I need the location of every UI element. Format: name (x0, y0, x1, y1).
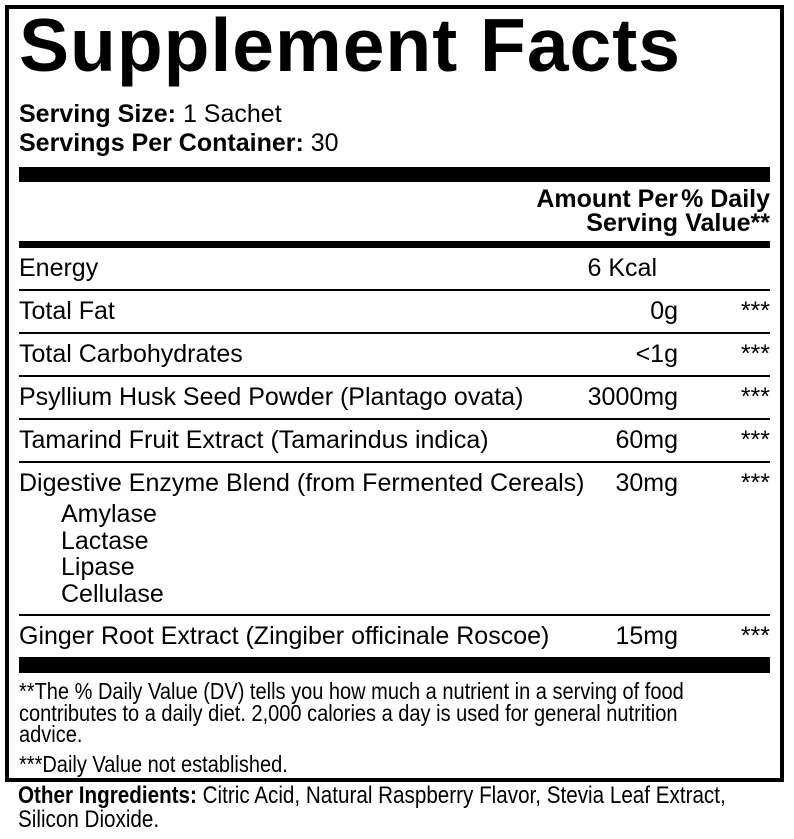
nutrient-name: Total Fat (19, 297, 115, 325)
separator-thick-bottom (19, 657, 770, 673)
other-ingredients-list: Citric Acid, Natural Raspberry Flavor, S… (202, 782, 726, 809)
nutrient-daily-value: *** (740, 622, 770, 650)
daily-value-note-line: advice. (19, 721, 83, 747)
servings-per-container-label: Servings Per Container: (19, 129, 304, 157)
nutrient-daily-value: *** (740, 340, 770, 368)
other-ingredients-label: Other Ingredients: (18, 782, 197, 809)
nutrient-daily-value: *** (740, 383, 770, 411)
separator-medium (19, 241, 770, 248)
nutrient-name: Psyllium Husk Seed Powder (Plantago ovat… (19, 383, 524, 411)
nutrient-row: Psyllium Husk Seed Powder (Plantago ovat… (19, 375, 770, 418)
nutrient-amount: 30mg (615, 469, 678, 497)
column-header-daily-value: % Daily Value** (681, 185, 770, 237)
nutrient-row: Tamarind Fruit Extract (Tamarindus indic… (19, 418, 770, 461)
nutrient-row: Digestive Enzyme Blend (from Fermented C… (19, 461, 770, 614)
nutrient-daily-value: *** (740, 469, 770, 497)
nutrient-name: Total Carbohydrates (19, 340, 243, 368)
other-ingredients: Other Ingredients: Citric Acid, Natural … (18, 784, 794, 832)
sub-ingredient: Lipase (61, 553, 135, 581)
daily-value-note-line: **The % Daily Value (DV) tells you how m… (19, 678, 684, 704)
panel-title: Supplement Facts (19, 5, 681, 87)
serving-info: Serving Size: 1 Sachet Servings Per Cont… (19, 100, 770, 158)
nutrient-table: Energy 6 Kcal Total Fat 0g *** Total Car… (19, 248, 770, 657)
nutrient-row: Total Carbohydrates <1g *** (19, 332, 770, 375)
nutrient-name: Energy (19, 254, 99, 282)
other-ingredients-line: Silicon Dioxide. (18, 806, 160, 833)
serving-size-line: Serving Size: 1 Sachet (19, 100, 770, 129)
nutrient-name: Ginger Root Extract (Zingiber officinale… (19, 622, 550, 650)
sub-ingredient-list: Amylase Lactase Lipase Cellulase (19, 497, 770, 607)
nutrient-amount: <1g (635, 340, 678, 368)
separator-thick-top (19, 167, 770, 182)
nutrient-amount: 0g (650, 297, 678, 325)
supplement-facts-panel: Supplement Facts Serving Size: 1 Sachet … (5, 5, 784, 782)
not-established-note: ***Daily Value not established. (19, 750, 288, 777)
nutrient-amount: 60mg (615, 426, 678, 454)
daily-value-note-line: contributes to a daily diet. 2,000 calor… (19, 699, 678, 726)
nutrient-daily-value: *** (740, 297, 770, 325)
nutrient-name: Tamarind Fruit Extract (Tamarindus indic… (19, 426, 489, 454)
serving-size-value: 1 Sachet (182, 100, 282, 128)
nutrient-name: Digestive Enzyme Blend (from Fermented C… (19, 469, 585, 497)
servings-per-container-value: 30 (310, 129, 339, 157)
nutrient-row: Ginger Root Extract (Zingiber officinale… (19, 614, 770, 657)
nutrient-daily-value: *** (740, 426, 770, 454)
nutrient-row: Energy 6 Kcal (19, 248, 770, 289)
column-header-amount-per-serving: Amount Per Serving (536, 185, 678, 237)
daily-value-note: **The % Daily Value (DV) tells you how m… (19, 678, 770, 747)
nutrient-amount: 3000mg (587, 383, 678, 411)
sub-ingredient: Amylase (61, 500, 157, 528)
column-headers: Amount Per Serving % Daily Value** (19, 182, 770, 241)
nutrient-row: Total Fat 0g *** (19, 289, 770, 332)
sub-ingredient: Lactase (61, 526, 149, 555)
servings-per-container-line: Servings Per Container: 30 (19, 129, 770, 158)
nutrient-amount: 6 Kcal (587, 254, 657, 282)
other-ingredients-line: Other Ingredients: Citric Acid, Natural … (18, 784, 726, 808)
footnotes: **The % Daily Value (DV) tells you how m… (19, 673, 770, 775)
serving-size-label: Serving Size: (19, 100, 176, 128)
sub-ingredient: Cellulase (61, 579, 164, 608)
nutrient-amount: 15mg (615, 622, 678, 650)
